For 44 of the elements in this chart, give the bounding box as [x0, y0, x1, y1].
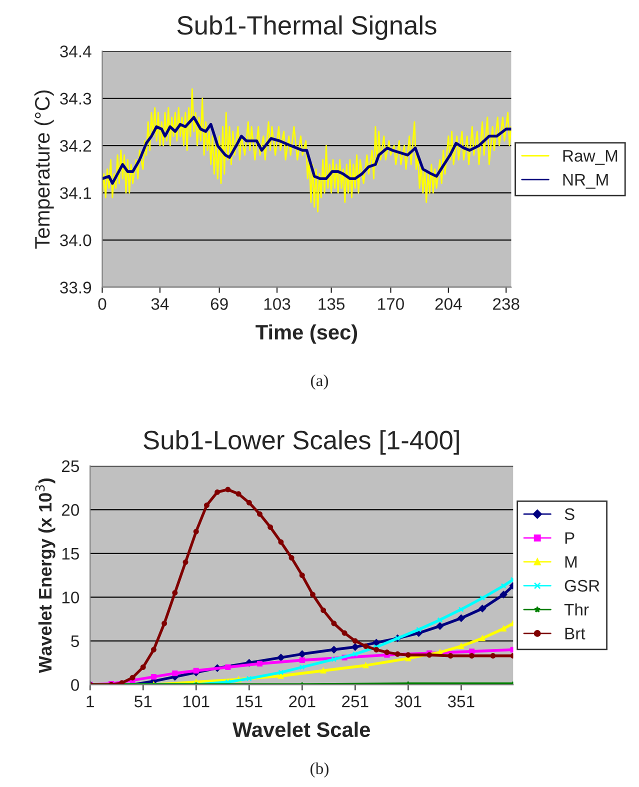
x-tick-label: 101: [183, 696, 210, 708]
x-tick-label: 1: [86, 696, 94, 708]
y-tick-label: 5: [71, 636, 79, 648]
text: (a): [310, 374, 328, 390]
legend-label: NR_M: [563, 174, 608, 189]
y-tick-label: 34.1: [60, 187, 92, 200]
legend-label: M: [565, 556, 577, 568]
y-tick-label: 33.9: [60, 282, 92, 294]
x-tick-label: 69: [210, 298, 228, 310]
x-tick-label: 151: [236, 696, 262, 708]
y-tick-label: 34.4: [60, 46, 92, 58]
x-tick-label: 204: [435, 298, 462, 310]
legend-label: P: [565, 532, 574, 544]
x-axis-title: Time (sec): [256, 324, 358, 344]
x-tick-label: 103: [264, 298, 290, 310]
x-tick-label: 251: [342, 696, 368, 708]
x-axis-title: Wavelet Scale: [232, 722, 370, 738]
y-tick-label: 34.3: [60, 92, 92, 105]
x-tick-label: 201: [289, 696, 316, 708]
y-tick-label: 20: [62, 504, 80, 516]
y-axis-title: Temperature (°C): [34, 90, 54, 249]
legend-label: S: [564, 508, 574, 520]
chart-title: Sub1-Thermal Signals: [177, 15, 436, 40]
y-tick-label: 25: [62, 460, 79, 472]
y-tick-label: 34.2: [60, 140, 91, 152]
x-tick-label: 135: [318, 298, 345, 310]
y-tick-label: 34.0: [60, 234, 92, 246]
legend-label: Brt: [565, 628, 586, 640]
legend-label: Raw_M: [563, 150, 618, 165]
x-tick-label: 351: [448, 696, 474, 708]
x-tick-label: 238: [493, 298, 520, 310]
legend-label: GSR: [564, 580, 600, 592]
text: (b): [310, 762, 328, 778]
x-tick-label: 51: [134, 696, 152, 708]
y-tick-label: 0: [71, 679, 80, 691]
chart-title: Sub1-Lower Scales [1-400]: [144, 430, 459, 455]
y-axis-title: Wavelet Energy (x 10$^{3}$): [35, 478, 56, 673]
x-tick-label: 170: [378, 298, 404, 310]
x-tick-label: 34: [151, 298, 169, 310]
legend-label: Thr: [564, 603, 589, 616]
x-tick-label: 301: [394, 696, 422, 708]
x-tick-label: 0: [98, 298, 106, 310]
y-tick-label: 15: [62, 548, 79, 560]
y-tick-label: 10: [62, 592, 80, 604]
